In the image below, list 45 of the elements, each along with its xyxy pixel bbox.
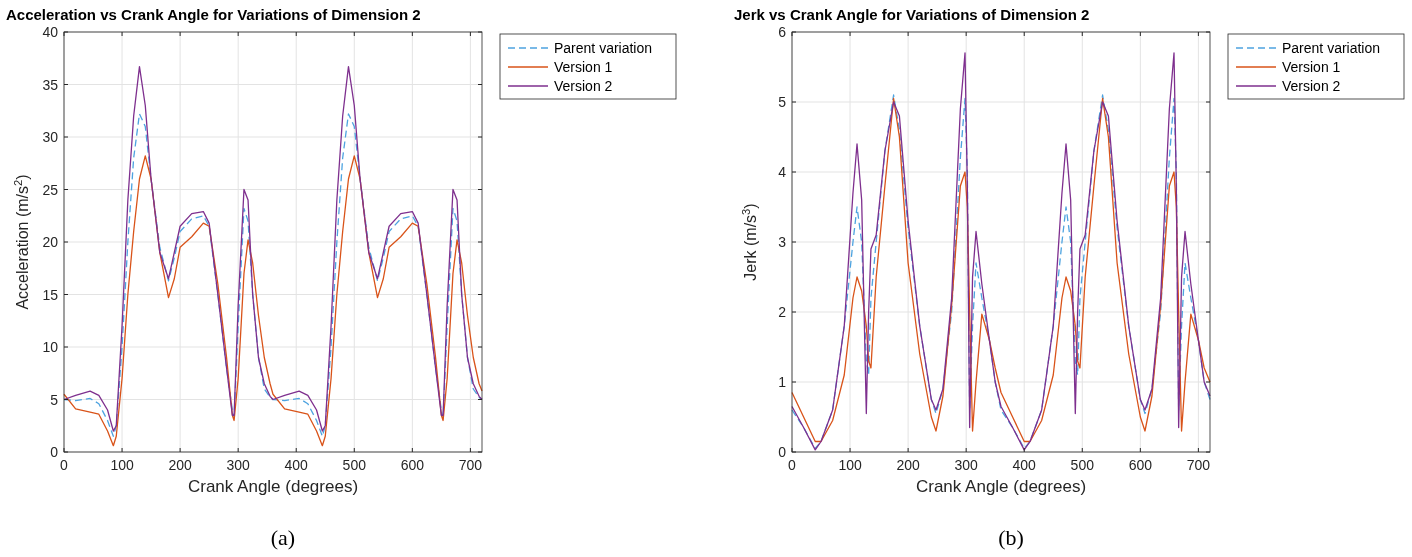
chart-title: Acceleration vs Crank Angle for Variations of Dimension 2 bbox=[6, 6, 421, 23]
x-tick-label: 0 bbox=[60, 457, 69, 473]
legend-label: Version 1 bbox=[554, 59, 613, 75]
text: (b) bbox=[998, 525, 1024, 550]
x-tick-label: 100 bbox=[838, 457, 862, 473]
x-axis-title: Crank Angle (degrees) bbox=[187, 477, 359, 496]
x-tick-label: 600 bbox=[400, 457, 425, 473]
y-tick-label: 6 bbox=[778, 24, 787, 40]
y-tick-label: 35 bbox=[42, 76, 59, 93]
y-tick-label: 15 bbox=[42, 286, 59, 303]
y-tick-label: 3 bbox=[778, 234, 787, 250]
legend-label: Version 1 bbox=[1282, 59, 1341, 75]
legend-label: Version 2 bbox=[554, 78, 613, 94]
x-tick-label: 100 bbox=[110, 457, 134, 473]
x-tick-label: 300 bbox=[954, 457, 979, 473]
x-tick-label: 400 bbox=[1012, 457, 1037, 473]
legend-label: Parent variation bbox=[1282, 40, 1381, 56]
legend-label: Parent variation bbox=[554, 40, 653, 56]
line-series bbox=[63, 155, 483, 447]
legend-label: Version 2 bbox=[1282, 78, 1341, 94]
y-tick-label: 5 bbox=[50, 391, 59, 408]
y-tick-label: 5 bbox=[778, 94, 787, 110]
y-tick-label: 4 bbox=[778, 164, 787, 180]
text: (a) bbox=[270, 525, 296, 550]
y-tick-label: 10 bbox=[42, 339, 59, 355]
y-tick-label: 0 bbox=[778, 444, 787, 460]
y-tick-label: 1 bbox=[778, 374, 787, 390]
x-tick-label: 400 bbox=[284, 457, 309, 473]
y-tick-label: 40 bbox=[42, 24, 59, 40]
x-tick-label: 500 bbox=[1070, 457, 1095, 473]
x-tick-label: 300 bbox=[226, 457, 251, 473]
x-tick-label: 700 bbox=[458, 457, 483, 473]
x-tick-label: 0 bbox=[788, 457, 797, 473]
x-tick-label: 200 bbox=[168, 457, 192, 473]
x-tick-label: 500 bbox=[342, 457, 367, 473]
x-tick-label: 200 bbox=[896, 457, 920, 473]
x-tick-label: 600 bbox=[1128, 457, 1153, 473]
x-tick-label: 700 bbox=[1186, 457, 1211, 473]
x-axis-title: Crank Angle (degrees) bbox=[915, 477, 1087, 496]
y-tick-label: 0 bbox=[50, 444, 59, 460]
y-tick-label: 25 bbox=[42, 181, 59, 198]
y-tick-label: 2 bbox=[778, 304, 787, 320]
y-tick-label: 30 bbox=[42, 129, 59, 145]
y-tick-label: 20 bbox=[42, 234, 59, 250]
chart-title: Jerk vs Crank Angle for Variations of Dimension 2 bbox=[734, 6, 1090, 23]
